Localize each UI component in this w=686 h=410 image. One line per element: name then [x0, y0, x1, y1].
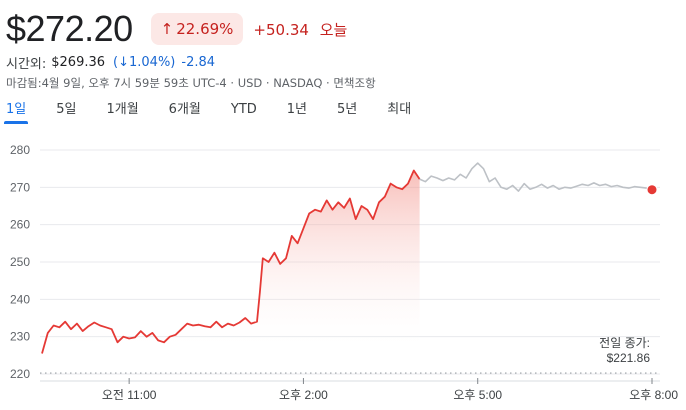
price-header: $272.20 ↑ 22.69% +50.34 오늘: [6, 8, 347, 50]
x-axis: 오전 11:00 오후 2:00 오후 5:00 오후 8:00: [40, 378, 678, 402]
y-tick-label: 270: [10, 180, 30, 194]
change-absolute: +50.34: [253, 20, 309, 39]
x-tick-label: 오후 2:00: [279, 388, 328, 402]
tab-5d[interactable]: 5일: [56, 102, 77, 117]
current-price: $272.20: [6, 8, 133, 49]
price-chart[interactable]: 220 230 240 250 260 270 280 오전 11:00 오후 2:00 오후 …: [0, 140, 686, 410]
y-tick-label: 220: [10, 367, 30, 381]
x-tick-label: 오후 8:00: [629, 388, 678, 402]
after-hours-label: 시간외:: [6, 57, 47, 72]
y-axis: 220 230 240 250 260 270 280: [10, 143, 30, 381]
y-tick-label: 280: [10, 143, 30, 157]
change-percent-badge: ↑ 22.69%: [150, 13, 244, 45]
y-tick-label: 240: [10, 292, 30, 306]
change-percent: 22.69%: [176, 20, 234, 38]
price-area-fill: [42, 170, 420, 354]
tab-max[interactable]: 최대: [387, 102, 412, 117]
x-tick-label: 오전 11:00: [102, 388, 157, 402]
y-tick-label: 230: [10, 330, 30, 344]
change-absolute-group: +50.34 오늘: [253, 19, 347, 40]
regular-session-line: [41, 169, 421, 354]
previous-close-label: 전일 종가:: [599, 336, 650, 350]
after-hours-price: $269.36: [51, 55, 106, 70]
tab-1d[interactable]: 1일: [3, 100, 29, 124]
x-tick-label: 오후 5:00: [453, 388, 502, 402]
tab-1m[interactable]: 1개월: [106, 102, 139, 117]
latest-price-dot: [646, 184, 658, 196]
market-status-meta: 마감됨:4월 9일, 오후 7시 59분 59초 UTC-4 · USD · N…: [6, 76, 376, 90]
after-hours-row: 시간외: $269.36 (↓1.04%) -2.84: [6, 53, 215, 72]
previous-close-value: $221.86: [607, 351, 651, 365]
after-hours-percent: (↓1.04%): [113, 55, 176, 70]
range-tabs: 1일 5일 1개월 6개월 YTD 1년 5년 최대: [3, 100, 441, 126]
y-tick-label: 250: [10, 255, 30, 269]
tab-6m[interactable]: 6개월: [168, 102, 201, 117]
regular-session-fill: [42, 170, 420, 354]
tab-1y[interactable]: 1년: [286, 102, 308, 117]
change-period: 오늘: [319, 20, 348, 39]
y-tick-label: 260: [10, 218, 30, 232]
tab-5y[interactable]: 5년: [337, 102, 358, 117]
arrow-up-icon: ↑: [160, 20, 174, 38]
tab-ytd[interactable]: YTD: [230, 102, 257, 117]
after-hours-change: -2.84: [181, 55, 216, 70]
price-lines: [41, 162, 658, 354]
previous-close: 전일 종가:$221.86: [40, 336, 660, 374]
extended-session-line: [419, 162, 653, 192]
